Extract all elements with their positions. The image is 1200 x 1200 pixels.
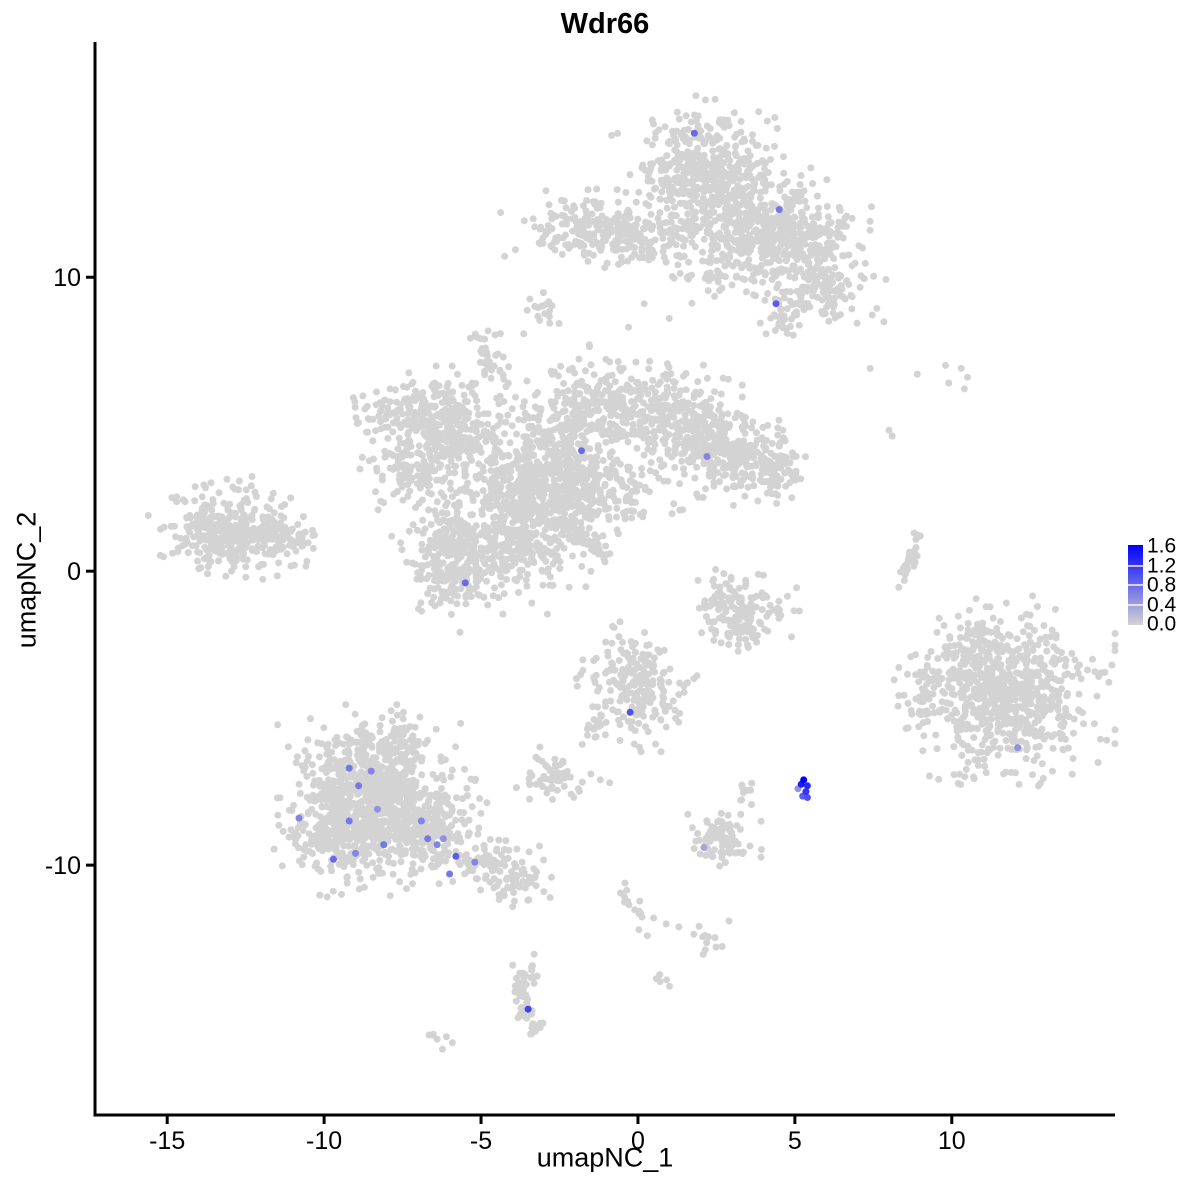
colorbar-tick [1128,603,1143,606]
expressing-points-layer [295,129,1022,1013]
colorbar-label: 1.2 [1147,554,1177,577]
axes [93,42,1115,1117]
colorbar-label: 1.6 [1147,534,1177,558]
plot-title: Wdr66 [560,8,650,40]
colorbar-gradient [1128,545,1143,625]
colorbar-tick [1128,584,1143,586]
colorbar-label: 0.4 [1147,593,1177,616]
x-axis-label: umapNC_1 [536,1142,674,1173]
gray-points-layer [144,92,1119,1053]
colorbar-tick [1128,564,1143,567]
colorbar-label: 0.8 [1147,573,1177,597]
y-axis-label: umapNC_2 [11,511,42,649]
colorbar-label: 0.0 [1147,612,1177,636]
